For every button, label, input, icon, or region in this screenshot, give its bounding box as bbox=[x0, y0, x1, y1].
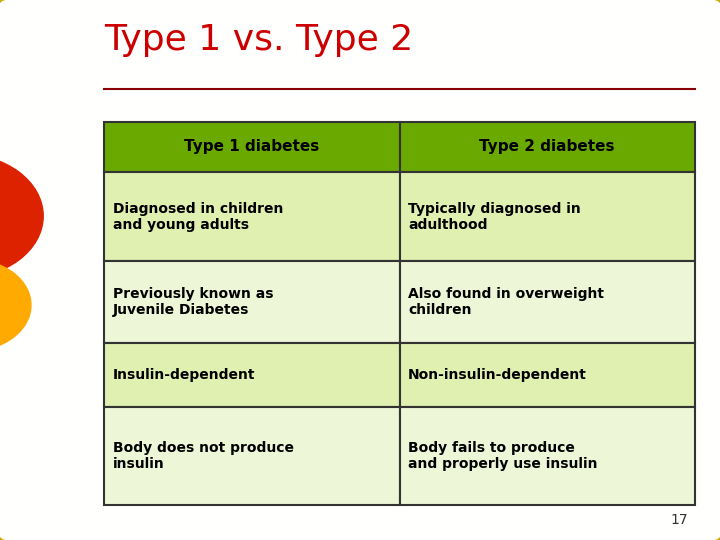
Text: Type 2 diabetes: Type 2 diabetes bbox=[480, 139, 615, 154]
Bar bbox=[104, 343, 400, 407]
Text: Diagnosed in children
and young adults: Diagnosed in children and young adults bbox=[113, 202, 284, 232]
Text: Type 1 vs. Type 2: Type 1 vs. Type 2 bbox=[104, 23, 414, 57]
Text: Type 1 diabetes: Type 1 diabetes bbox=[184, 139, 320, 154]
Bar bbox=[400, 172, 695, 261]
Text: Also found in overweight
children: Also found in overweight children bbox=[408, 287, 604, 317]
Text: Body fails to produce
and properly use insulin: Body fails to produce and properly use i… bbox=[408, 441, 598, 471]
Bar bbox=[104, 172, 400, 261]
Text: Typically diagnosed in
adulthood: Typically diagnosed in adulthood bbox=[408, 202, 581, 232]
Bar bbox=[104, 407, 400, 505]
Bar bbox=[400, 343, 695, 407]
Text: 17: 17 bbox=[670, 512, 688, 526]
Text: Body does not produce
insulin: Body does not produce insulin bbox=[113, 441, 294, 471]
Bar bbox=[400, 407, 695, 505]
Bar bbox=[400, 261, 695, 343]
Circle shape bbox=[0, 154, 43, 278]
Bar bbox=[104, 261, 400, 343]
Text: Insulin-dependent: Insulin-dependent bbox=[113, 368, 256, 382]
Text: Non-insulin-dependent: Non-insulin-dependent bbox=[408, 368, 587, 382]
Bar bbox=[104, 122, 400, 172]
Circle shape bbox=[0, 259, 31, 351]
Text: Previously known as
Juvenile Diabetes: Previously known as Juvenile Diabetes bbox=[113, 287, 274, 317]
Bar bbox=[400, 122, 695, 172]
